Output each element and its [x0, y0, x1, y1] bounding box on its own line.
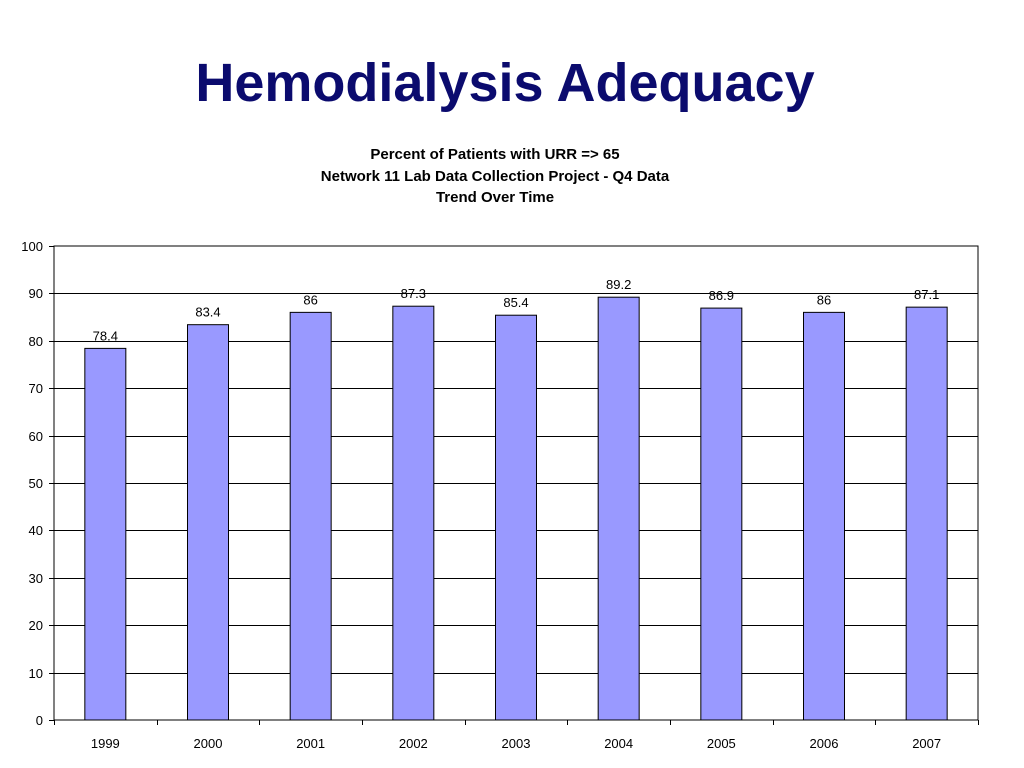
data-label-2007: 87.1 [914, 287, 939, 302]
bar-2006 [803, 311, 845, 721]
chart-title-line-1: Percent of Patients with URR => 65 [370, 146, 620, 163]
y-tick-label: 70 [29, 381, 43, 396]
x-tick-label-2006: 2006 [810, 736, 839, 751]
bars [84, 296, 948, 721]
y-tick-label: 30 [29, 571, 43, 586]
x-tick-label-2000: 2000 [194, 736, 223, 751]
chart-title-line-2: Network 11 Lab Data Collection Project -… [320, 167, 670, 185]
x-tick-label-2003: 2003 [502, 736, 531, 751]
data-label-2002: 87.3 [401, 286, 426, 301]
y-tick-label: 90 [29, 286, 43, 301]
data-label-2003: 85.4 [503, 295, 528, 310]
bar-2002 [392, 305, 435, 721]
axes [49, 246, 979, 725]
bar-2004 [597, 296, 640, 721]
y-tick-label: 40 [29, 523, 43, 538]
y-tick-label: 80 [29, 334, 43, 349]
data-label-2001: 86 [303, 292, 317, 307]
chart-title-block: Percent of Patients with URR => 65 Netwo… [0, 144, 990, 209]
x-tick-label-2001: 2001 [296, 736, 325, 751]
bar-2005 [700, 307, 743, 721]
x-tick-label-2007: 2007 [912, 736, 941, 751]
labels: 0 10 20 30 40 50 60 70 80 90 100 78.4 1999 83.4 2000 86… [21, 239, 941, 751]
data-label-2004: 89.2 [606, 277, 631, 292]
x-tick-label-2004: 2004 [604, 736, 633, 751]
bar-2000 [187, 324, 229, 721]
data-label-1999: 78.4 [93, 328, 118, 343]
bar-1999 [84, 347, 127, 721]
y-tick-label: 100 [21, 239, 43, 254]
slide-title: Hemodialysis Adequacy [195, 53, 815, 113]
y-tick-label: 50 [29, 476, 43, 491]
y-tick-label: 0 [36, 713, 43, 728]
data-label-2000: 83.4 [195, 305, 220, 320]
bar-2003 [495, 314, 537, 721]
y-tick-label: 20 [29, 618, 43, 633]
chart-title-line-3: Trend Over Time [435, 189, 555, 206]
bar-2001 [289, 311, 332, 721]
data-label-2006: 86 [817, 292, 831, 307]
data-label-2005: 86.9 [709, 288, 734, 303]
y-tick-label: 10 [29, 666, 43, 681]
bar-2007 [905, 306, 948, 721]
x-tick-label-1999: 1999 [91, 736, 120, 751]
x-tick-label-2002: 2002 [399, 736, 428, 751]
y-tick-label: 60 [29, 429, 43, 444]
x-tick-label-2005: 2005 [707, 736, 736, 751]
